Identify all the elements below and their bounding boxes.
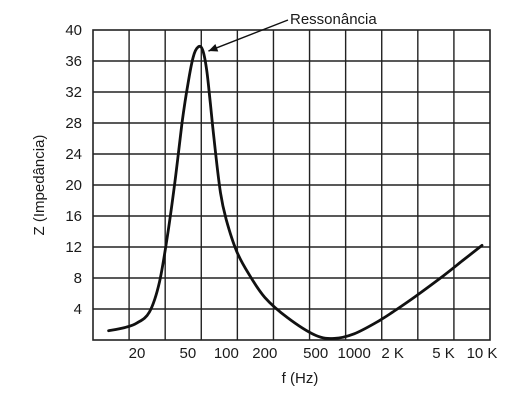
annotation-arrowhead bbox=[208, 44, 219, 52]
x-tick-label: 20 bbox=[129, 345, 146, 362]
annotation-arrow bbox=[208, 19, 289, 52]
x-tick-label: 2 K bbox=[381, 345, 404, 362]
x-tick-label: 1000 bbox=[337, 345, 370, 362]
impedance-curve bbox=[107, 44, 484, 340]
x-tick-label: 10 K bbox=[467, 345, 498, 362]
x-tick-labels: 20 50 100 200 500 1000 2 K 5 K 10 K bbox=[129, 345, 498, 362]
annotation-label: Ressonância bbox=[290, 11, 377, 28]
y-tick-label: 36 bbox=[65, 53, 82, 70]
y-tick-label: 24 bbox=[65, 146, 82, 163]
y-tick-label: 4 bbox=[74, 301, 82, 318]
y-axis-label: Z (Impedância) bbox=[31, 135, 48, 236]
plot-frame bbox=[92, 29, 491, 341]
y-tick-label: 28 bbox=[65, 115, 82, 132]
x-tick-label: 100 bbox=[214, 345, 239, 362]
x-axis-label: f (Hz) bbox=[282, 370, 319, 387]
y-tick-label: 8 bbox=[74, 270, 82, 287]
y-tick-label: 40 bbox=[65, 22, 82, 39]
y-tick-label: 12 bbox=[65, 239, 82, 256]
x-tick-label: 5 K bbox=[432, 345, 455, 362]
y-tick-label: 32 bbox=[65, 84, 82, 101]
y-tick-label: 16 bbox=[65, 208, 82, 225]
x-tick-label: 500 bbox=[303, 345, 328, 362]
y-tick-labels: 4 8 12 16 20 24 28 32 36 40 bbox=[65, 22, 82, 318]
y-tick-label: 20 bbox=[65, 177, 82, 194]
x-tick-label: 200 bbox=[252, 345, 277, 362]
grid bbox=[93, 30, 490, 340]
x-tick-label: 50 bbox=[180, 345, 197, 362]
